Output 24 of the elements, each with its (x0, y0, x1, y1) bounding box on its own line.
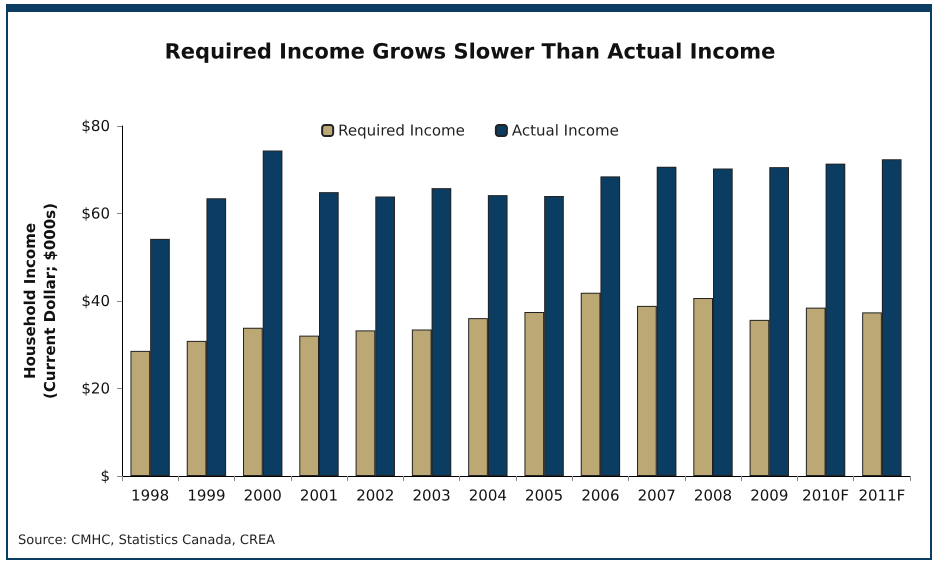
y-tick-label: $20 (81, 380, 110, 398)
x-tick-label: 2007 (638, 486, 676, 504)
y-tick-label: $40 (81, 292, 110, 310)
y-tick-label: $60 (81, 204, 110, 222)
x-tick-label: 2002 (356, 486, 394, 504)
x-tick-label: 2000 (244, 486, 282, 504)
x-tick-label: 2003 (412, 486, 451, 504)
source-note: Source: CMHC, Statistics Canada, CREA (18, 533, 276, 548)
legend-label: Actual Income (512, 122, 619, 140)
chart-title: Required Income Grows Slower Than Actual Income (164, 40, 776, 64)
x-tick-label: 2010F (802, 486, 849, 504)
x-tick-label: 2011F (858, 486, 906, 504)
x-tick-label: 1998 (131, 486, 170, 504)
x-tick-label: 2008 (694, 486, 732, 504)
x-tick-label: 2009 (750, 486, 788, 504)
x-tick-label: 1999 (187, 486, 226, 504)
y-tick-label: $ (100, 467, 110, 485)
y-axis-title: Household Income (Current Dollar; $000s) (21, 203, 59, 399)
x-tick-label: 2001 (300, 486, 338, 504)
x-tick-label: 2006 (581, 486, 620, 504)
x-tick-label: 2004 (468, 486, 507, 504)
legend-label: Required Income (338, 122, 465, 140)
x-tick-label: 2005 (525, 486, 564, 504)
y-tick-label: $80 (81, 117, 110, 135)
